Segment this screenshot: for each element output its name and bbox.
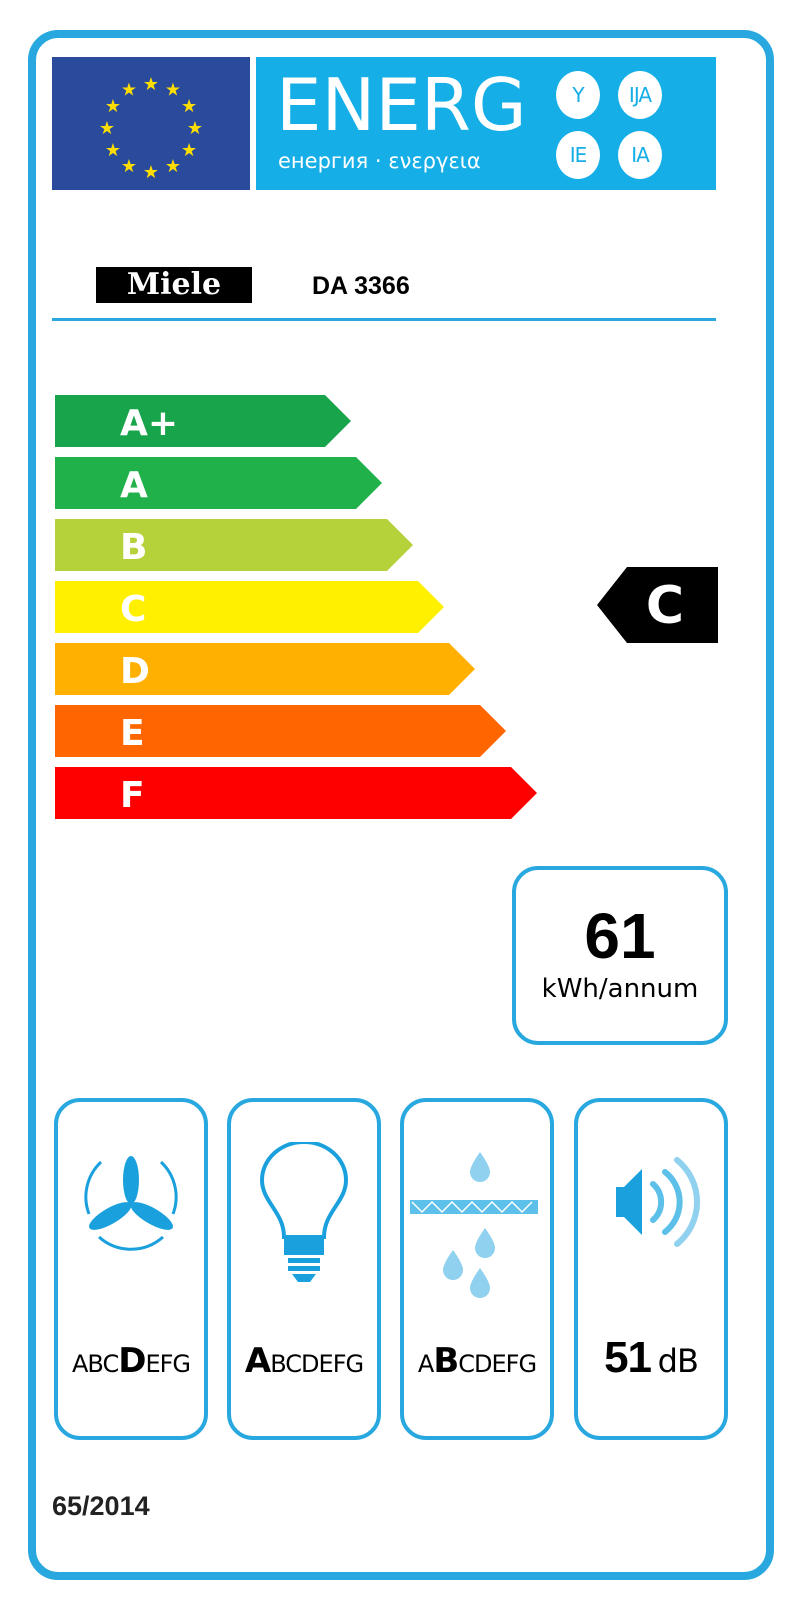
class-letter: G bbox=[518, 1350, 537, 1378]
consumption-unit: kWh/annum bbox=[541, 974, 699, 1004]
class-letter: D bbox=[301, 1350, 320, 1378]
eu-star-icon: ★ bbox=[121, 156, 137, 176]
fan-efficiency-class: ABCDEFG bbox=[58, 1337, 204, 1388]
eu-star-icon: ★ bbox=[181, 140, 197, 160]
noise-box: 51 dB bbox=[574, 1098, 728, 1440]
eu-star-icon: ★ bbox=[105, 96, 121, 116]
rating-class: C bbox=[646, 576, 684, 636]
divider bbox=[52, 318, 716, 321]
scale-bar-a: A bbox=[55, 457, 382, 509]
noise-value: 51 bbox=[604, 1333, 652, 1382]
class-letter: B bbox=[270, 1350, 286, 1378]
scale-bar-label: E bbox=[120, 713, 145, 754]
scale-bar-label: C bbox=[120, 589, 146, 630]
rating-arrow: C bbox=[597, 567, 718, 643]
scale-bar-d: D bbox=[55, 643, 475, 695]
energy-consumption-box: 61 kWh/annum bbox=[512, 866, 728, 1045]
suffix-ia: IA bbox=[618, 131, 662, 179]
noise-speaker-icon bbox=[616, 1157, 701, 1247]
class-letter: C bbox=[285, 1350, 302, 1378]
selected-class-letter: D bbox=[118, 1341, 146, 1381]
class-letter: F bbox=[159, 1350, 174, 1378]
class-letter: A bbox=[71, 1350, 88, 1378]
class-letter: E bbox=[491, 1350, 507, 1378]
selected-class-letter: A bbox=[244, 1341, 271, 1381]
scale-bar-e: E bbox=[55, 705, 506, 757]
suffix-y: Y bbox=[556, 71, 600, 119]
scale-bar-label: A+ bbox=[120, 403, 178, 444]
class-letter: E bbox=[318, 1350, 334, 1378]
class-letter: G bbox=[172, 1350, 191, 1378]
eu-star-icon: ★ bbox=[143, 162, 159, 182]
class-letter: B bbox=[87, 1350, 103, 1378]
consumption-value: 61 bbox=[584, 900, 656, 972]
model-number: DA 3366 bbox=[312, 272, 410, 300]
scale-bar-b: B bbox=[55, 519, 413, 571]
class-letter: C bbox=[102, 1350, 119, 1378]
noise-unit: dB bbox=[657, 1342, 699, 1380]
class-letter: D bbox=[474, 1350, 493, 1378]
grease-filtering-class: ABCDEFG bbox=[404, 1337, 550, 1388]
class-letter: G bbox=[345, 1350, 365, 1378]
eu-star-icon: ★ bbox=[143, 74, 159, 94]
scale-bar-c: C bbox=[55, 581, 444, 633]
header-subtitle: енергия · ενεργεια bbox=[278, 149, 481, 173]
eu-star-icon: ★ bbox=[165, 80, 181, 100]
grease-filter-icon bbox=[410, 1152, 538, 1298]
eu-flag-icon: ★ ★ ★ ★ ★ ★ ★ ★ ★ ★ ★ ★ bbox=[52, 57, 250, 190]
eu-star-icon: ★ bbox=[181, 96, 197, 116]
energy-header: ENERG енергия · ενεργεια Y IJA IE IA bbox=[256, 57, 716, 190]
scale-bar-label: D bbox=[120, 651, 150, 692]
fan-icon bbox=[84, 1156, 178, 1251]
light-bulb-icon bbox=[259, 1142, 349, 1282]
class-letter: A bbox=[417, 1350, 434, 1378]
class-letter: C bbox=[458, 1350, 475, 1378]
brand-logo: Miele bbox=[96, 267, 252, 303]
selected-class-letter: B bbox=[433, 1341, 459, 1381]
class-letter: F bbox=[332, 1350, 347, 1378]
noise-level: 51 dB bbox=[578, 1334, 724, 1388]
eu-star-icon: ★ bbox=[187, 118, 203, 138]
regulation-number: 65/2014 bbox=[52, 1491, 150, 1521]
eu-star-icon: ★ bbox=[121, 80, 137, 100]
scale-bar-f: F bbox=[55, 767, 537, 819]
eu-star-icon: ★ bbox=[99, 118, 115, 138]
suffix-ie: IE bbox=[556, 131, 600, 179]
header-title: ENERG bbox=[276, 63, 527, 147]
eu-star-icon: ★ bbox=[105, 140, 121, 160]
fluid-dynamic-efficiency-box: ABCDEFG bbox=[54, 1098, 208, 1440]
scale-bar-label: B bbox=[120, 527, 147, 568]
label-frame bbox=[28, 30, 774, 1580]
scale-bar-label: F bbox=[120, 775, 145, 816]
scale-bar-label: A bbox=[120, 465, 148, 506]
scale-bar-a-plus: A+ bbox=[55, 395, 351, 447]
eu-star-icon: ★ bbox=[165, 156, 181, 176]
class-letter: E bbox=[145, 1350, 160, 1378]
suffix-ija: IJA bbox=[618, 71, 662, 119]
grease-filtering-box: ABCDEFG bbox=[400, 1098, 554, 1440]
class-letter: F bbox=[505, 1350, 520, 1378]
lighting-efficiency-box: ABCDEFG bbox=[227, 1098, 381, 1440]
lighting-efficiency-class: ABCDEFG bbox=[231, 1337, 377, 1388]
